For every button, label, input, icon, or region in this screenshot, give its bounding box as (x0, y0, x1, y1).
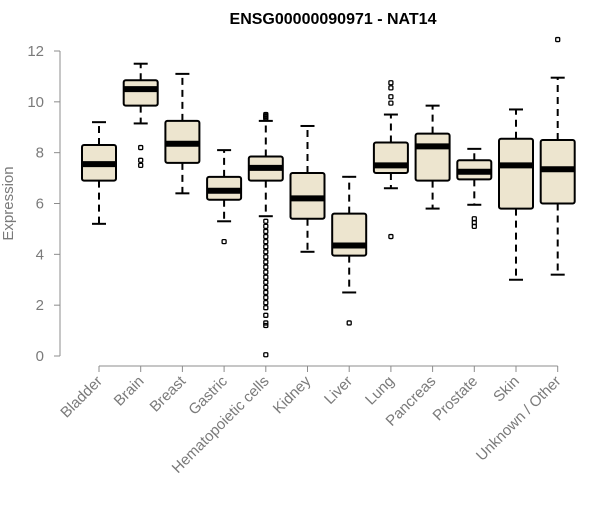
y-axis-label: Expression (0, 166, 17, 240)
box-skin (498, 108, 534, 281)
outlier-point (263, 294, 269, 301)
outlier-point (263, 312, 269, 318)
outlier-point (263, 264, 269, 270)
y-tick-label: 8 (36, 145, 44, 162)
outlier-point (555, 36, 561, 43)
iqr-box (414, 132, 451, 182)
box-hematopoietic-cells (247, 111, 284, 358)
outlier-point (346, 320, 352, 326)
outlier-point (388, 94, 394, 100)
box-prostate (456, 147, 493, 230)
box-unknown-other (539, 36, 576, 276)
outlier-point (388, 80, 394, 86)
outlier-point (263, 233, 269, 240)
box-brain (122, 62, 159, 169)
outlier-point (263, 238, 269, 245)
outlier-point (263, 218, 269, 224)
outlier-point (263, 228, 269, 235)
x-tick-label: Brain (111, 373, 148, 410)
y-tick-label: 0 (36, 348, 44, 365)
outlier-point (263, 269, 269, 275)
box-kidney (289, 124, 326, 253)
iqr-box (331, 212, 368, 257)
outlier-point (388, 233, 394, 240)
x-tick-label: Prostate (430, 373, 482, 425)
outlier-point (263, 254, 269, 260)
iqr-box (122, 79, 159, 107)
outlier-point (263, 284, 269, 291)
x-tick-label: Breast (147, 372, 190, 415)
y-tick-label: 12 (27, 43, 44, 60)
outlier-point (263, 305, 269, 311)
y-tick-label: 6 (36, 196, 44, 213)
outlier-point (263, 244, 269, 250)
outlier-point (263, 352, 269, 358)
plot-area (81, 36, 576, 358)
y-tick-label: 2 (36, 297, 44, 314)
outlier-point (221, 238, 227, 245)
y-tick-label: 10 (27, 94, 44, 111)
y-axis: 0 2 4 6 8 10 12 (27, 43, 61, 365)
x-tick-label: Kidney (270, 372, 315, 417)
outlier-point (388, 100, 394, 106)
box-pancreas (414, 104, 451, 210)
outlier-point (138, 157, 144, 163)
box-gastric (206, 149, 243, 245)
outlier-point (263, 223, 269, 230)
outlier-point (263, 259, 269, 265)
outlier-point (138, 144, 144, 151)
outlier-point (263, 274, 269, 280)
box-bladder (81, 121, 117, 225)
outlier-point (263, 279, 269, 285)
outlier-point (263, 249, 269, 255)
outlier-point (471, 223, 477, 230)
iqr-box (498, 137, 534, 210)
box-liver (331, 175, 368, 326)
outlier-point (138, 162, 144, 169)
x-tick-label: Bladder (57, 373, 106, 422)
x-tick-label: Skin (490, 373, 523, 406)
outlier-point (388, 85, 394, 91)
outlier-point (263, 299, 269, 306)
chart-title: ENSG00000090971 - NAT14 (230, 11, 437, 28)
box-breast (164, 72, 201, 195)
outlier-point (263, 322, 269, 329)
box-lung (372, 80, 409, 240)
y-tick-label: 4 (36, 246, 44, 263)
outlier-point (263, 111, 269, 118)
x-tick-label: Liver (321, 373, 356, 408)
x-tick-label: Lung (362, 373, 398, 409)
outlier-point (263, 289, 269, 296)
iqr-box (372, 141, 409, 174)
outlier-point (263, 320, 269, 326)
